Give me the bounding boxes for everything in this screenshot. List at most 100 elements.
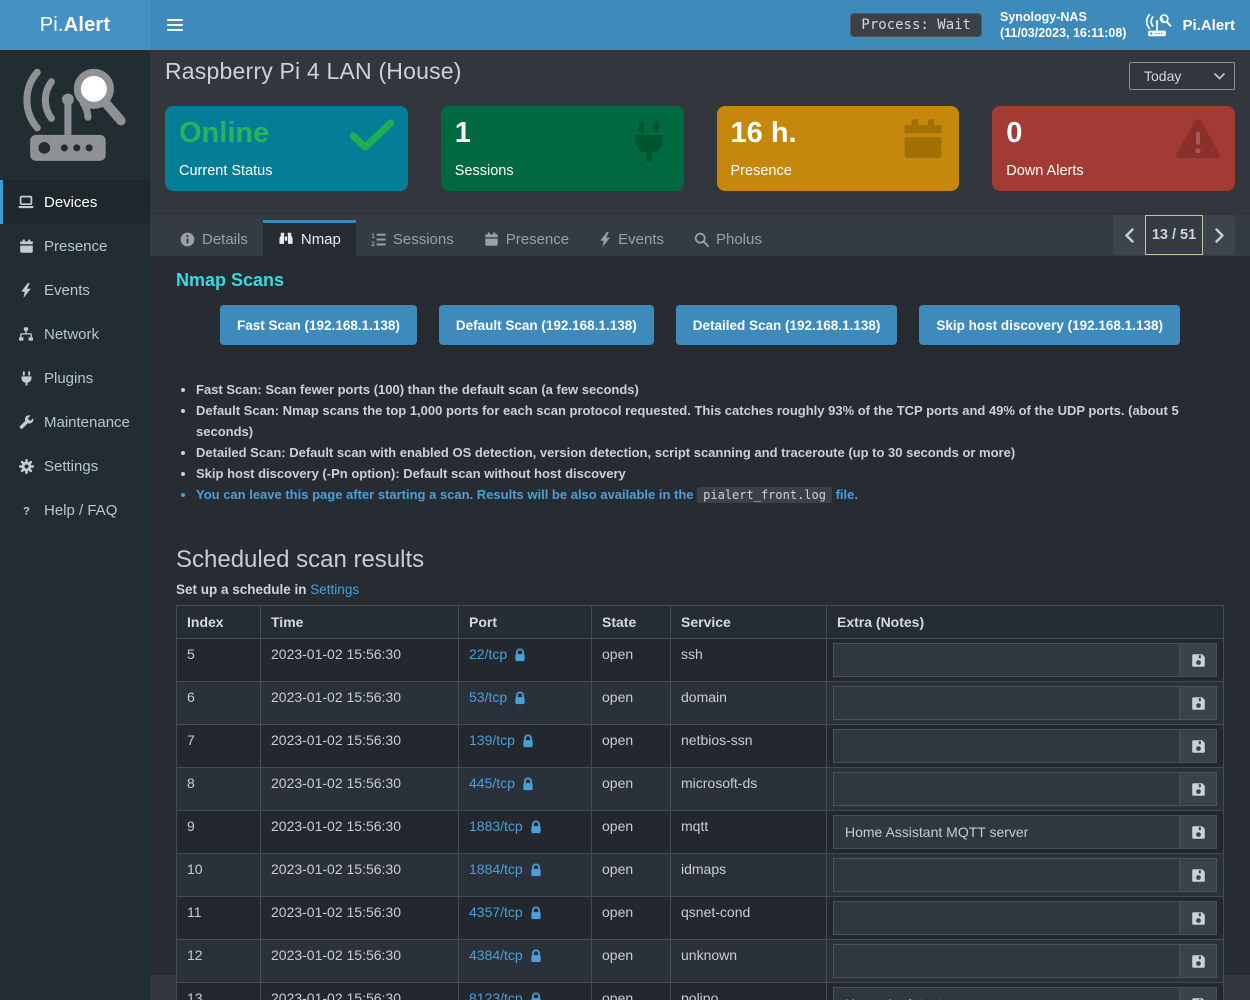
sidebar-item-network[interactable]: Network	[0, 312, 150, 356]
scan-description-item: Skip host discovery (-Pn option): Defaul…	[196, 463, 1224, 484]
cell-port: 8123/tcp	[458, 982, 592, 1000]
cell-index: 12	[176, 939, 261, 983]
sidebar-item-presence[interactable]: Presence	[0, 224, 150, 268]
floppy-icon	[1191, 911, 1206, 926]
note-input[interactable]	[833, 772, 1179, 806]
tab-label: Sessions	[392, 231, 454, 248]
scan-buttons: Fast Scan (192.168.1.138) Default Scan (1…	[176, 305, 1224, 345]
note-input[interactable]	[833, 815, 1179, 849]
cell-index: 11	[176, 896, 261, 940]
scan-description-item: Default Scan: Nmap scans the top 1,000 p…	[196, 400, 1224, 442]
info-icon	[180, 232, 195, 247]
floppy-icon	[1191, 997, 1206, 1000]
pialert-router-logo-icon	[0, 50, 150, 178]
note-input[interactable]	[833, 901, 1179, 935]
port-link[interactable]: 22/tcp	[469, 646, 526, 662]
svg-text:2: 2	[371, 241, 375, 247]
fast-scan-button[interactable]: Fast Scan (192.168.1.138)	[220, 305, 417, 345]
cell-service: qsnet-cond	[670, 896, 827, 940]
page-head: Raspberry Pi 4 LAN (House) Today	[165, 58, 1235, 90]
table-row: 12 2023-01-02 15:56:30 4384/tcp open unknown	[176, 939, 1224, 983]
table-row: 7 2023-01-02 15:56:30 139/tcp open netbios-s…	[176, 724, 1224, 768]
note-input[interactable]	[833, 858, 1179, 892]
column-header-time: Time	[260, 605, 459, 639]
note-input[interactable]	[833, 944, 1179, 978]
period-select[interactable]: Today	[1129, 62, 1235, 90]
note-input-group	[833, 686, 1217, 720]
gear-icon	[17, 458, 35, 474]
sidebar-item-help-faq[interactable]: ? Help / FAQ	[0, 488, 150, 532]
port-link[interactable]: 139/tcp	[469, 732, 534, 748]
note-input-group	[833, 815, 1217, 849]
warning-icon	[1175, 118, 1221, 160]
router-icon	[1144, 13, 1174, 38]
settings-link[interactable]: Settings	[310, 582, 360, 597]
tab-nmap[interactable]: Nmap	[262, 220, 356, 256]
next-device-button[interactable]	[1203, 215, 1235, 255]
note-input-group	[833, 987, 1217, 1000]
sidebar-item-label: Presence	[44, 237, 108, 255]
note-input[interactable]	[833, 643, 1179, 677]
cell-port: 1884/tcp	[458, 853, 592, 897]
sidebar-item-settings[interactable]: Settings	[0, 444, 150, 488]
detailed-scan-button[interactable]: Detailed Scan (192.168.1.138)	[675, 305, 898, 345]
cell-service: polipo	[670, 982, 827, 1000]
port-link[interactable]: 445/tcp	[469, 775, 534, 791]
port-link[interactable]: 1883/tcp	[469, 818, 542, 834]
save-note-button[interactable]	[1179, 987, 1217, 1000]
note-input-group	[833, 858, 1217, 892]
sidebar-item-plugins[interactable]: Plugins	[0, 356, 150, 400]
port-link[interactable]: 1884/tcp	[469, 861, 542, 877]
save-note-button[interactable]	[1179, 729, 1217, 763]
tab-presence[interactable]: Presence	[469, 220, 584, 256]
tab-label: Pholus	[715, 231, 762, 248]
skip-host-discovery-button[interactable]: Skip host discovery (192.168.1.138)	[919, 305, 1180, 345]
network-icon	[17, 326, 35, 342]
tab-events[interactable]: Events	[584, 220, 679, 256]
table-row: 5 2023-01-02 15:56:30 22/tcp open ssh	[176, 638, 1224, 682]
tab-details[interactable]: Details	[165, 220, 263, 256]
save-note-button[interactable]	[1179, 815, 1217, 849]
sidebar-item-events[interactable]: Events	[0, 268, 150, 312]
port-link[interactable]: 8123/tcp	[469, 990, 542, 1000]
default-scan-button[interactable]: Default Scan (192.168.1.138)	[438, 305, 654, 345]
sidebar-toggle-button[interactable]	[167, 16, 189, 34]
tab-sessions[interactable]: 1 2 Sessions	[356, 220, 469, 256]
period-select-value: Today	[1144, 68, 1182, 84]
save-note-button[interactable]	[1179, 643, 1217, 677]
sidebar-item-devices[interactable]: Devices	[0, 180, 150, 224]
plug-icon	[17, 370, 35, 386]
note-input[interactable]	[833, 686, 1179, 720]
chevron-down-icon	[1214, 72, 1225, 80]
prev-device-button[interactable]	[1113, 215, 1145, 255]
sidebar-item-label: Network	[44, 325, 100, 343]
note-input[interactable]	[833, 987, 1179, 1000]
lock-icon	[530, 906, 542, 920]
save-note-button[interactable]	[1179, 901, 1217, 935]
card-value: Online	[179, 117, 270, 149]
sidebar-item-label: Settings	[44, 457, 99, 475]
tab-pholus[interactable]: Pholus	[679, 220, 777, 256]
navbar-app-link[interactable]: Pi.Alert	[1144, 13, 1235, 38]
lock-icon	[514, 691, 526, 705]
port-link[interactable]: 4357/tcp	[469, 904, 542, 920]
port-link[interactable]: 53/tcp	[469, 689, 526, 705]
save-note-button[interactable]	[1179, 944, 1217, 978]
column-header-port: Port	[458, 605, 592, 639]
top-navbar: Pi. Alert Process: Wait Synology-NAS (11/…	[0, 0, 1250, 50]
brand-logo[interactable]: Pi. Alert	[0, 0, 150, 50]
port-link[interactable]: 4384/tcp	[469, 947, 542, 963]
save-note-button[interactable]	[1179, 858, 1217, 892]
device-info: Synology-NAS (11/03/2023, 16:11:08)	[1000, 9, 1127, 41]
card-label: Sessions	[454, 163, 514, 179]
status-card-down-alerts: 0 Down Alerts	[992, 106, 1235, 191]
note-input[interactable]	[833, 729, 1179, 763]
cell-state: open	[591, 853, 671, 897]
save-note-button[interactable]	[1179, 686, 1217, 720]
note-input-group	[833, 944, 1217, 978]
cell-port: 139/tcp	[458, 724, 592, 768]
save-note-button[interactable]	[1179, 772, 1217, 806]
sidebar-item-maintenance[interactable]: Maintenance	[0, 400, 150, 444]
cell-index: 10	[176, 853, 261, 897]
